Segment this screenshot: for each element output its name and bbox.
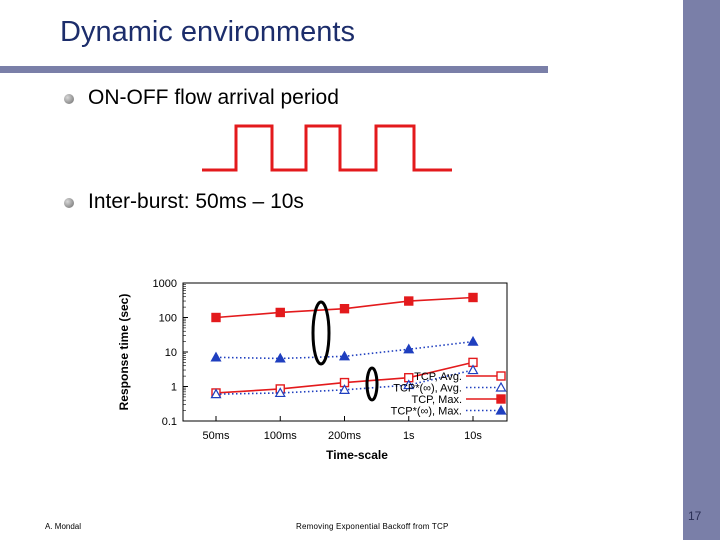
- y-axis-label: Response time (sec): [117, 294, 131, 411]
- data-point-s2-2: [339, 303, 350, 314]
- x-tick-label: 1s: [403, 430, 415, 442]
- slide-title: Dynamic environments: [60, 16, 355, 48]
- data-point-s1-2: [338, 384, 351, 394]
- page-number: 17: [688, 509, 702, 523]
- data-point-s2-1: [275, 307, 285, 318]
- legend-label: TCP*(∞), Max.: [391, 406, 462, 418]
- legend-label: TCP, Avg.: [414, 371, 462, 383]
- data-point-s3-4: [467, 335, 479, 346]
- legend-marker: [496, 394, 506, 404]
- x-tick-label: 10s: [464, 430, 482, 442]
- data-point-s3-0: [210, 351, 222, 362]
- data-point-s2-3: [404, 296, 414, 306]
- x-axis-label: Time-scale: [326, 448, 388, 462]
- right-accent-band: [683, 0, 720, 540]
- legend-marker: [495, 404, 507, 415]
- highlight-ellipse-large: [311, 300, 331, 366]
- legend-label: TCP, Max.: [411, 394, 462, 406]
- data-point-s2-0: [211, 312, 221, 323]
- bullet-text: Inter-burst: 50ms – 10s: [88, 190, 304, 213]
- footer-author: A. Mondal: [45, 522, 82, 531]
- data-point-s1-1: [274, 387, 286, 398]
- data-point-s1-0: [210, 388, 222, 399]
- data-point-s3-1: [274, 352, 286, 363]
- x-tick-label: 200ms: [328, 430, 362, 442]
- legend-label: TCP*(∞), Avg.: [393, 383, 462, 395]
- y-tick-label: 1: [171, 382, 177, 394]
- footer-talk-title: Removing Exponential Backoff from TCP: [296, 522, 449, 531]
- legend-marker: [496, 371, 506, 381]
- data-point-s3-2: [338, 350, 351, 361]
- highlight-ellipse-small: [365, 366, 379, 402]
- bullet-icon: [64, 198, 74, 208]
- bullet-text: ON-OFF flow arrival period: [88, 86, 339, 109]
- data-point-s1-3: [403, 379, 415, 390]
- y-tick-label: 100: [159, 313, 177, 325]
- y-tick-label: 1000: [153, 278, 177, 290]
- data-point-s3-3: [403, 343, 415, 354]
- y-tick-label: 0.1: [162, 416, 177, 428]
- x-tick-label: 100ms: [264, 430, 298, 442]
- title-underline: [0, 66, 548, 73]
- y-tick-label: 10: [165, 347, 177, 359]
- on-off-square-wave: [202, 124, 452, 172]
- legend-marker: [495, 381, 507, 392]
- bullet-icon: [64, 94, 74, 104]
- x-tick-label: 50ms: [203, 430, 230, 442]
- response-time-chart: 0.1 1 10 100 1000 50ms 100ms 200ms 1s 10s Time-sca…: [117, 278, 508, 462]
- data-point-s2-4: [468, 292, 478, 303]
- data-point-s1-4: [467, 364, 479, 375]
